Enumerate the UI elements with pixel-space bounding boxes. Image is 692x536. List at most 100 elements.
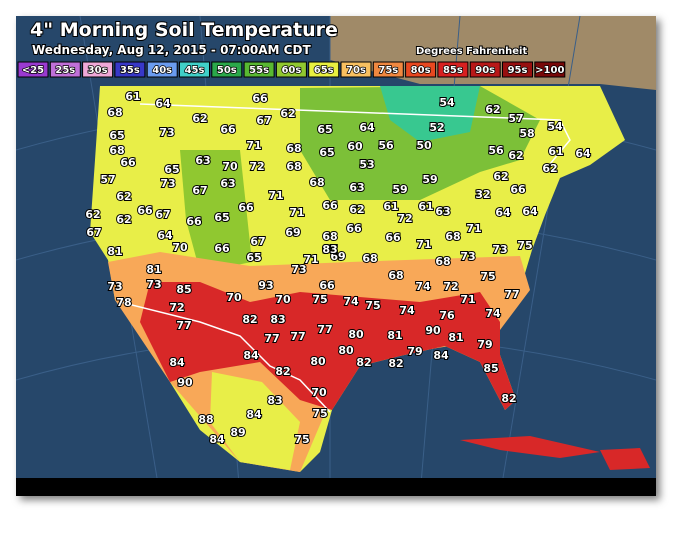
station-value: 81	[146, 263, 161, 276]
station-value: 75	[480, 270, 495, 283]
legend-swatch	[82, 61, 114, 78]
station-value: 68	[388, 269, 403, 282]
station-value: 68	[435, 255, 450, 268]
station-value: 85	[176, 283, 191, 296]
station-value: 62	[542, 162, 557, 175]
station-value: 68	[322, 243, 337, 256]
station-value: 72	[249, 160, 264, 173]
station-value: 84	[243, 349, 259, 362]
station-value: 79	[477, 338, 492, 351]
legend-swatch	[146, 61, 178, 78]
legend-label: <25	[22, 65, 44, 76]
station-value: 66	[346, 222, 362, 235]
station-value: 66	[252, 92, 268, 105]
station-value: 74	[399, 304, 415, 317]
station-value: 82	[501, 392, 516, 405]
station-value: 64	[359, 121, 375, 134]
station-value: 65	[246, 251, 261, 264]
legend-swatch	[469, 61, 501, 78]
station-value: 78	[116, 296, 131, 309]
station-value: 61	[548, 145, 563, 158]
station-value: 72	[443, 280, 458, 293]
station-value: 63	[435, 205, 450, 218]
station-value: 68	[362, 252, 377, 265]
legend-swatch	[372, 61, 404, 78]
station-value: 73	[107, 280, 122, 293]
station-value: 75	[312, 293, 327, 306]
map-layer	[16, 16, 656, 496]
station-value: 62	[508, 149, 523, 162]
station-value: 66	[214, 242, 230, 255]
station-value: 71	[466, 222, 481, 235]
station-value: 70	[311, 386, 327, 399]
station-value: 64	[157, 229, 173, 242]
station-value: 71	[460, 293, 475, 306]
station-value: 83	[267, 394, 282, 407]
legend-label: 40s	[152, 65, 172, 76]
station-value: 69	[330, 250, 345, 263]
station-value: 73	[160, 177, 175, 190]
station-value: 77	[176, 319, 191, 332]
legend-label: 90s	[475, 65, 495, 76]
station-value: 66	[120, 156, 136, 169]
legend-swatch	[114, 61, 146, 78]
station-value: 71	[268, 189, 283, 202]
station-value: 82	[275, 365, 290, 378]
station-value: 84	[433, 349, 449, 362]
station-value: 93	[258, 279, 273, 292]
station-value: 80	[338, 344, 354, 357]
station-value: 63	[220, 177, 235, 190]
legend-label: >100	[535, 65, 564, 76]
station-value: 62	[280, 107, 295, 120]
station-value: 64	[522, 205, 538, 218]
station-value: 73	[159, 126, 174, 139]
station-value: 75	[517, 239, 532, 252]
station-value: 66	[238, 201, 254, 214]
cuba	[460, 436, 600, 458]
station-value: 81	[448, 331, 463, 344]
station-value: 61	[418, 200, 433, 213]
station-value: 65	[109, 129, 124, 142]
legend-swatch	[17, 61, 49, 78]
station-value: 74	[343, 295, 359, 308]
station-value: 82	[388, 357, 403, 370]
legend-label: 95s	[508, 65, 528, 76]
legend-swatch	[275, 61, 307, 78]
legend-swatch	[502, 61, 533, 78]
legend-label: 35s	[120, 65, 140, 76]
legend-label: 80s	[411, 65, 431, 76]
station-value: 61	[383, 200, 398, 213]
station-value: 70	[275, 293, 291, 306]
station-value: 61	[125, 90, 140, 103]
legend-label: 30s	[88, 65, 108, 76]
station-value: 62	[349, 203, 364, 216]
station-value: 71	[289, 206, 304, 219]
station-value: 68	[445, 230, 460, 243]
station-value: 72	[397, 212, 412, 225]
station-value: 90	[425, 324, 441, 337]
station-value: 67	[192, 184, 207, 197]
station-value: 92	[322, 243, 337, 256]
station-value: 73	[460, 250, 475, 263]
legend-label: 45s	[185, 65, 205, 76]
station-value: 66	[137, 204, 153, 217]
station-value: 77	[264, 332, 279, 345]
land-60s	[180, 150, 252, 272]
station-value: 32	[475, 188, 490, 201]
station-value: 81	[107, 245, 122, 258]
station-value: 62	[493, 170, 508, 183]
station-value: 84	[209, 433, 225, 446]
legend-swatch	[405, 61, 437, 78]
station-value: 62	[85, 208, 100, 221]
legend-swatch	[437, 61, 469, 78]
station-value: 66	[220, 123, 236, 136]
subtitle: Wednesday, Aug 12, 2015 - 07:00AM CDT	[32, 43, 311, 57]
station-value: 76	[439, 309, 455, 322]
units: Degrees Fahrenheit	[416, 46, 527, 57]
station-value: 67	[250, 235, 265, 248]
station-value: 84	[246, 408, 262, 421]
legend-label: 75s	[378, 65, 398, 76]
legend-label: 65s	[314, 65, 334, 76]
